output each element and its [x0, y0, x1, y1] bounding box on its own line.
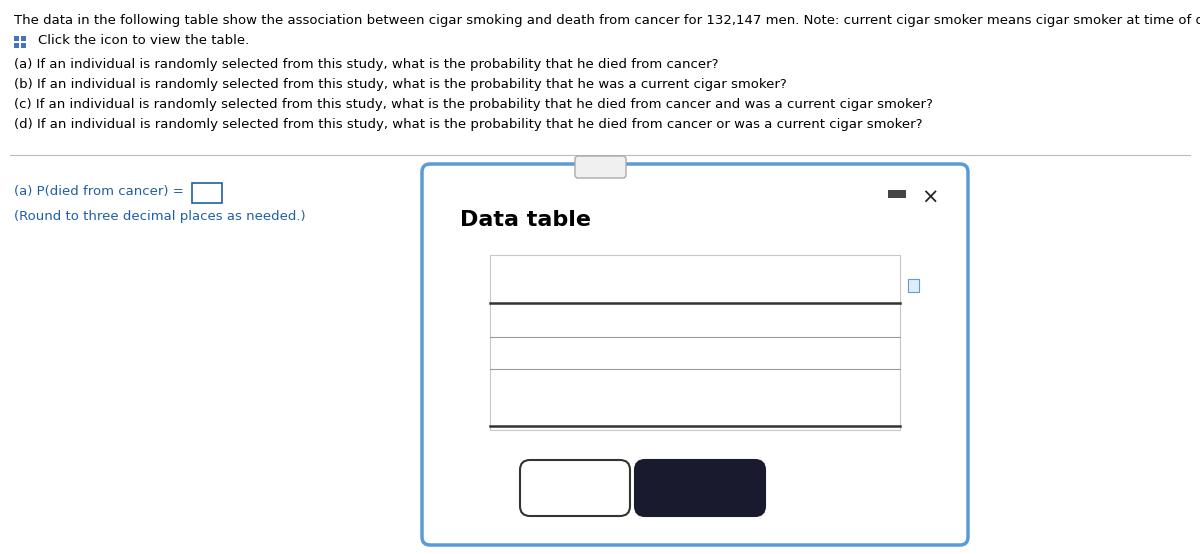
Bar [22, 43, 26, 48]
Bar [490, 255, 900, 430]
Bar [14, 43, 19, 48]
Text: (a) P(died from cancer) =: (a) P(died from cancer) = [14, 185, 184, 198]
Text: (b) If an individual is randomly selected from this study, what is the probabili: (b) If an individual is randomly selecte… [14, 78, 787, 91]
Text: Data table: Data table [460, 210, 592, 230]
Bar [22, 36, 26, 41]
Text: 523: 523 [743, 311, 768, 324]
Text: Current cigar smoker: Current cigar smoker [500, 375, 659, 388]
Text: Never smoked cigars: Never smoked cigars [500, 311, 658, 324]
Text: Did Not Die: Did Not Die [808, 265, 893, 278]
Text: ···: ··· [594, 163, 606, 173]
Text: (c) If an individual is randomly selected from this study, what is the probabili: (c) If an individual is randomly selecte… [14, 98, 932, 111]
FancyBboxPatch shape [575, 156, 626, 178]
Bar [908, 279, 919, 292]
Text: ×: × [922, 188, 938, 208]
Text: The data in the following table show the association between cigar smoking and d: The data in the following table show the… [14, 14, 1200, 27]
Text: (Round to three decimal places as needed.): (Round to three decimal places as needed… [14, 210, 306, 223]
Text: 86: 86 [746, 343, 763, 356]
Bar [888, 190, 906, 198]
FancyBboxPatch shape [635, 460, 766, 516]
Text: Former cigar smoker: Former cigar smoker [500, 343, 655, 356]
Text: 116,265: 116,265 [822, 311, 877, 324]
FancyBboxPatch shape [520, 460, 630, 516]
Text: (a) If an individual is randomly selected from this study, what is the probabili: (a) If an individual is randomly selecte… [14, 58, 719, 71]
Text: Done: Done [676, 471, 724, 489]
Text: Died from: Died from [718, 265, 792, 278]
Text: Click the icon to view the table.: Click the icon to view the table. [38, 34, 250, 47]
Text: from Cancer: from Cancer [804, 281, 896, 294]
Text: (d) If an individual is randomly selected from this study, what is the probabili: (d) If an individual is randomly selecte… [14, 118, 923, 131]
Text: 8,582: 8,582 [832, 375, 869, 388]
Bar [192, 183, 222, 203]
Bar [14, 36, 19, 41]
Text: Print: Print [557, 473, 593, 488]
Text: Cancer: Cancer [730, 281, 781, 294]
FancyBboxPatch shape [422, 164, 968, 545]
Text: 6,500: 6,500 [832, 343, 869, 356]
Text: 191: 191 [743, 375, 768, 388]
